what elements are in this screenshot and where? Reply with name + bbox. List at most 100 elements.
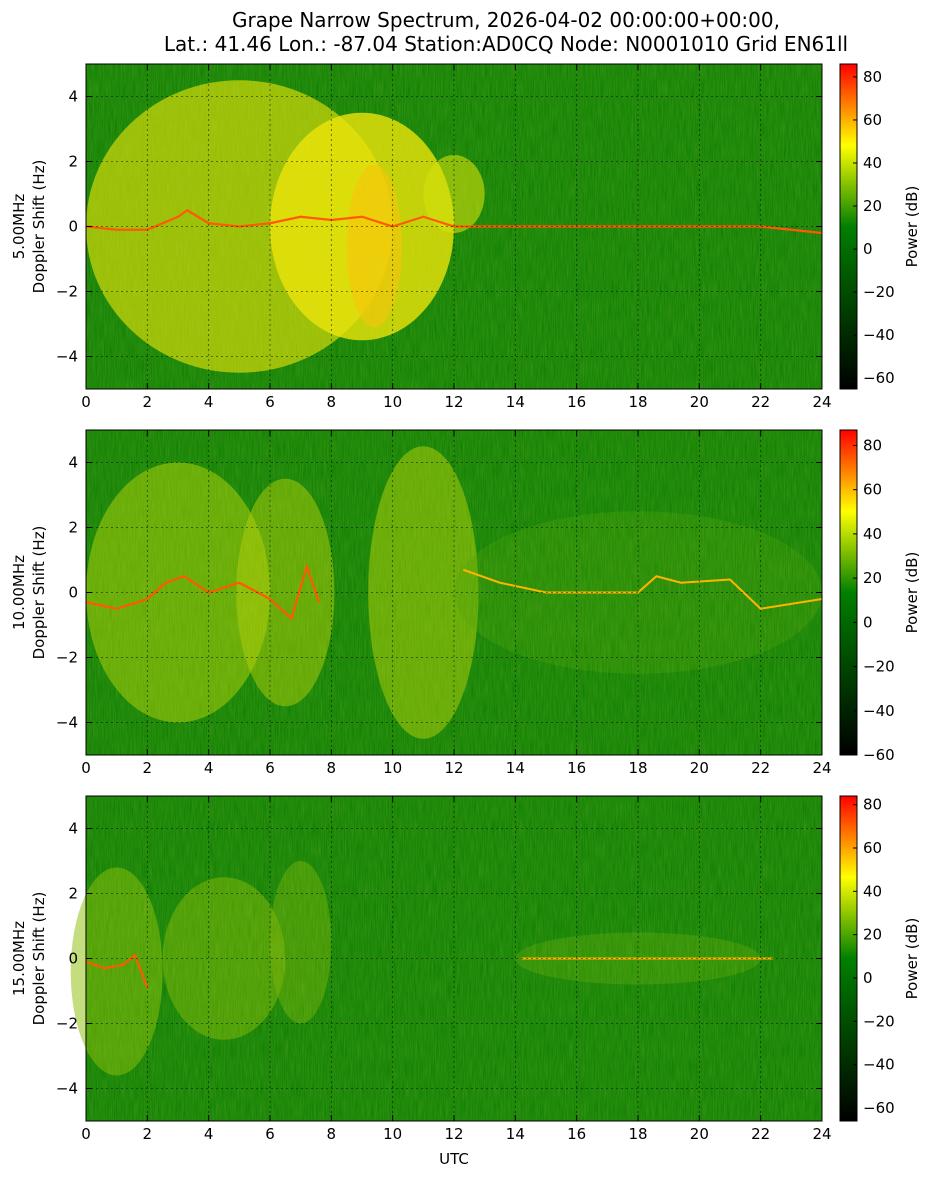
x-tick-label: 24 — [812, 1125, 831, 1143]
x-tick-label: 4 — [204, 393, 214, 411]
x-tick-label: 22 — [751, 759, 770, 777]
x-tick-label: 8 — [327, 393, 337, 411]
x-tick-label: 18 — [628, 393, 647, 411]
x-tick-label: 6 — [265, 1125, 275, 1143]
y-tick-label: 2 — [68, 153, 78, 171]
colorbar-tick-label: 60 — [863, 839, 882, 857]
x-tick-label: 14 — [506, 759, 525, 777]
x-tick-label: 14 — [506, 1125, 525, 1143]
x-tick-label: 22 — [751, 1125, 770, 1143]
doppler-trace — [85, 208, 823, 235]
x-tick-label: 0 — [81, 759, 91, 777]
doppler-trace — [85, 953, 149, 989]
colorbar-tick-label: 80 — [863, 68, 882, 86]
x-tick-label: 12 — [444, 393, 463, 411]
colorbar-tick-label: 20 — [863, 197, 882, 215]
colorbar-tick-label: 60 — [863, 111, 882, 129]
colorbar-tick-label: −40 — [863, 702, 895, 720]
colorbar-tick-label: 0 — [863, 613, 873, 631]
x-axis-label: UTC — [439, 1150, 469, 1168]
x-tick-label: 16 — [567, 393, 586, 411]
y-tick-label: 4 — [68, 820, 78, 838]
colorbar-tick-label: 40 — [863, 882, 882, 900]
y-tick-label: −2 — [56, 1015, 78, 1033]
y-axis-label: Doppler Shift (Hz) — [30, 892, 48, 1026]
y-axis-label: Doppler Shift (Hz) — [30, 160, 48, 294]
colorbar-tick-label: 0 — [863, 969, 873, 987]
y-tick-label: −4 — [56, 1080, 78, 1098]
x-tick-label: 2 — [143, 393, 153, 411]
y-tick-label: −2 — [56, 283, 78, 301]
y-tick-label: 0 — [68, 584, 78, 602]
x-tick-label: 10 — [383, 393, 402, 411]
x-tick-label: 22 — [751, 393, 770, 411]
y-tick-label: −4 — [56, 714, 78, 732]
y-tick-label: 0 — [68, 950, 78, 968]
colorbar-tick-label: 80 — [863, 436, 882, 454]
x-tick-label: 18 — [628, 759, 647, 777]
x-tick-label: 10 — [383, 1125, 402, 1143]
x-tick-label: 0 — [81, 1125, 91, 1143]
x-tick-label: 4 — [204, 759, 214, 777]
x-tick-label: 6 — [265, 393, 275, 411]
x-tick-label: 10 — [383, 759, 402, 777]
colorbar-tick-label: −60 — [863, 369, 895, 387]
colorbar-tick-label: 60 — [863, 481, 882, 499]
colorbar-tick-label: −40 — [863, 1056, 895, 1074]
colorbar-label: Power (dB) — [903, 552, 921, 634]
y-tick-label: 0 — [68, 218, 78, 236]
colorbar — [839, 63, 858, 390]
y-tick-label: −4 — [56, 348, 78, 366]
x-tick-label: 20 — [690, 759, 709, 777]
y-axis-label: Doppler Shift (Hz) — [30, 526, 48, 660]
colorbar-tick-label: 0 — [863, 240, 873, 258]
x-tick-label: 24 — [812, 759, 831, 777]
x-tick-label: 24 — [812, 393, 831, 411]
colorbar-label: Power (dB) — [903, 186, 921, 268]
colorbar-tick-label: −20 — [863, 658, 895, 676]
colorbar-tick-label: −20 — [863, 1012, 895, 1030]
colorbar-tick-label: −20 — [863, 283, 895, 301]
doppler-trace — [85, 562, 321, 621]
x-tick-label: 8 — [327, 1125, 337, 1143]
x-tick-label: 8 — [327, 759, 337, 777]
x-tick-label: 18 — [628, 1125, 647, 1143]
colorbar-tick-label: −40 — [863, 326, 895, 344]
colorbar-tick-label: 80 — [863, 796, 882, 814]
x-tick-label: 2 — [143, 1125, 153, 1143]
colorbar — [839, 429, 858, 756]
y-axis-band-label: 15.00MHz — [10, 921, 28, 996]
x-tick-label: 16 — [567, 759, 586, 777]
y-tick-label: 4 — [68, 454, 78, 472]
x-tick-label: 12 — [444, 759, 463, 777]
x-tick-label: 20 — [690, 393, 709, 411]
x-tick-label: 20 — [690, 1125, 709, 1143]
x-tick-label: 0 — [81, 393, 91, 411]
colorbar-tick-label: −60 — [863, 1099, 895, 1117]
x-tick-label: 12 — [444, 1125, 463, 1143]
y-tick-label: 2 — [68, 885, 78, 903]
colorbar-tick-label: 20 — [863, 569, 882, 587]
x-tick-label: 6 — [265, 759, 275, 777]
y-tick-label: 2 — [68, 519, 78, 537]
x-tick-label: 14 — [506, 393, 525, 411]
y-tick-label: 4 — [68, 88, 78, 106]
y-axis-band-label: 5.00MHz — [10, 194, 28, 260]
x-tick-label: 2 — [143, 759, 153, 777]
y-tick-label: −2 — [56, 649, 78, 667]
colorbar-tick-label: −60 — [863, 746, 895, 764]
y-axis-band-label: 10.00MHz — [10, 555, 28, 630]
colorbar — [839, 795, 858, 1122]
colorbar-tick-label: 40 — [863, 525, 882, 543]
figure-title-line1: Grape Narrow Spectrum, 2026-04-02 00:00:… — [232, 8, 780, 32]
colorbar-tick-label: 40 — [863, 154, 882, 172]
figure-title-line2: Lat.: 41.46 Lon.: -87.04 Station:AD0CQ N… — [164, 32, 848, 56]
x-tick-label: 16 — [567, 1125, 586, 1143]
colorbar-tick-label: 20 — [863, 926, 882, 944]
x-tick-label: 4 — [204, 1125, 214, 1143]
